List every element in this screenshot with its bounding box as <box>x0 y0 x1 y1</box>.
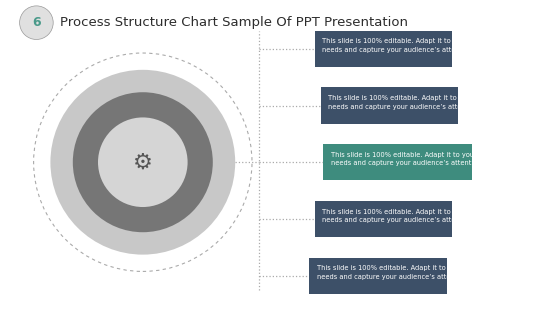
Text: ⚙: ⚙ <box>133 152 153 172</box>
FancyBboxPatch shape <box>320 87 458 123</box>
Text: This slide is 100% editable. Adapt it to your
needs and capture your audience’s : This slide is 100% editable. Adapt it to… <box>328 95 480 110</box>
Text: This slide is 100% editable. Adapt it to your
needs and capture your audience’s : This slide is 100% editable. Adapt it to… <box>323 38 475 53</box>
Ellipse shape <box>73 92 213 232</box>
FancyBboxPatch shape <box>315 31 452 67</box>
Ellipse shape <box>20 6 53 39</box>
FancyBboxPatch shape <box>315 201 452 237</box>
FancyBboxPatch shape <box>323 144 472 180</box>
Text: 6: 6 <box>32 16 41 29</box>
Ellipse shape <box>98 117 188 207</box>
Text: This slide is 100% editable. Adapt it to your
needs and capture your audience’s : This slide is 100% editable. Adapt it to… <box>330 152 483 166</box>
Ellipse shape <box>50 70 235 255</box>
Text: This slide is 100% editable. Adapt it to your
needs and capture your audience’s : This slide is 100% editable. Adapt it to… <box>317 265 469 280</box>
Text: This slide is 100% editable. Adapt it to your
needs and capture your audience’s : This slide is 100% editable. Adapt it to… <box>323 209 475 223</box>
Text: Process Structure Chart Sample Of PPT Presentation: Process Structure Chart Sample Of PPT Pr… <box>60 16 408 29</box>
FancyBboxPatch shape <box>309 258 446 294</box>
